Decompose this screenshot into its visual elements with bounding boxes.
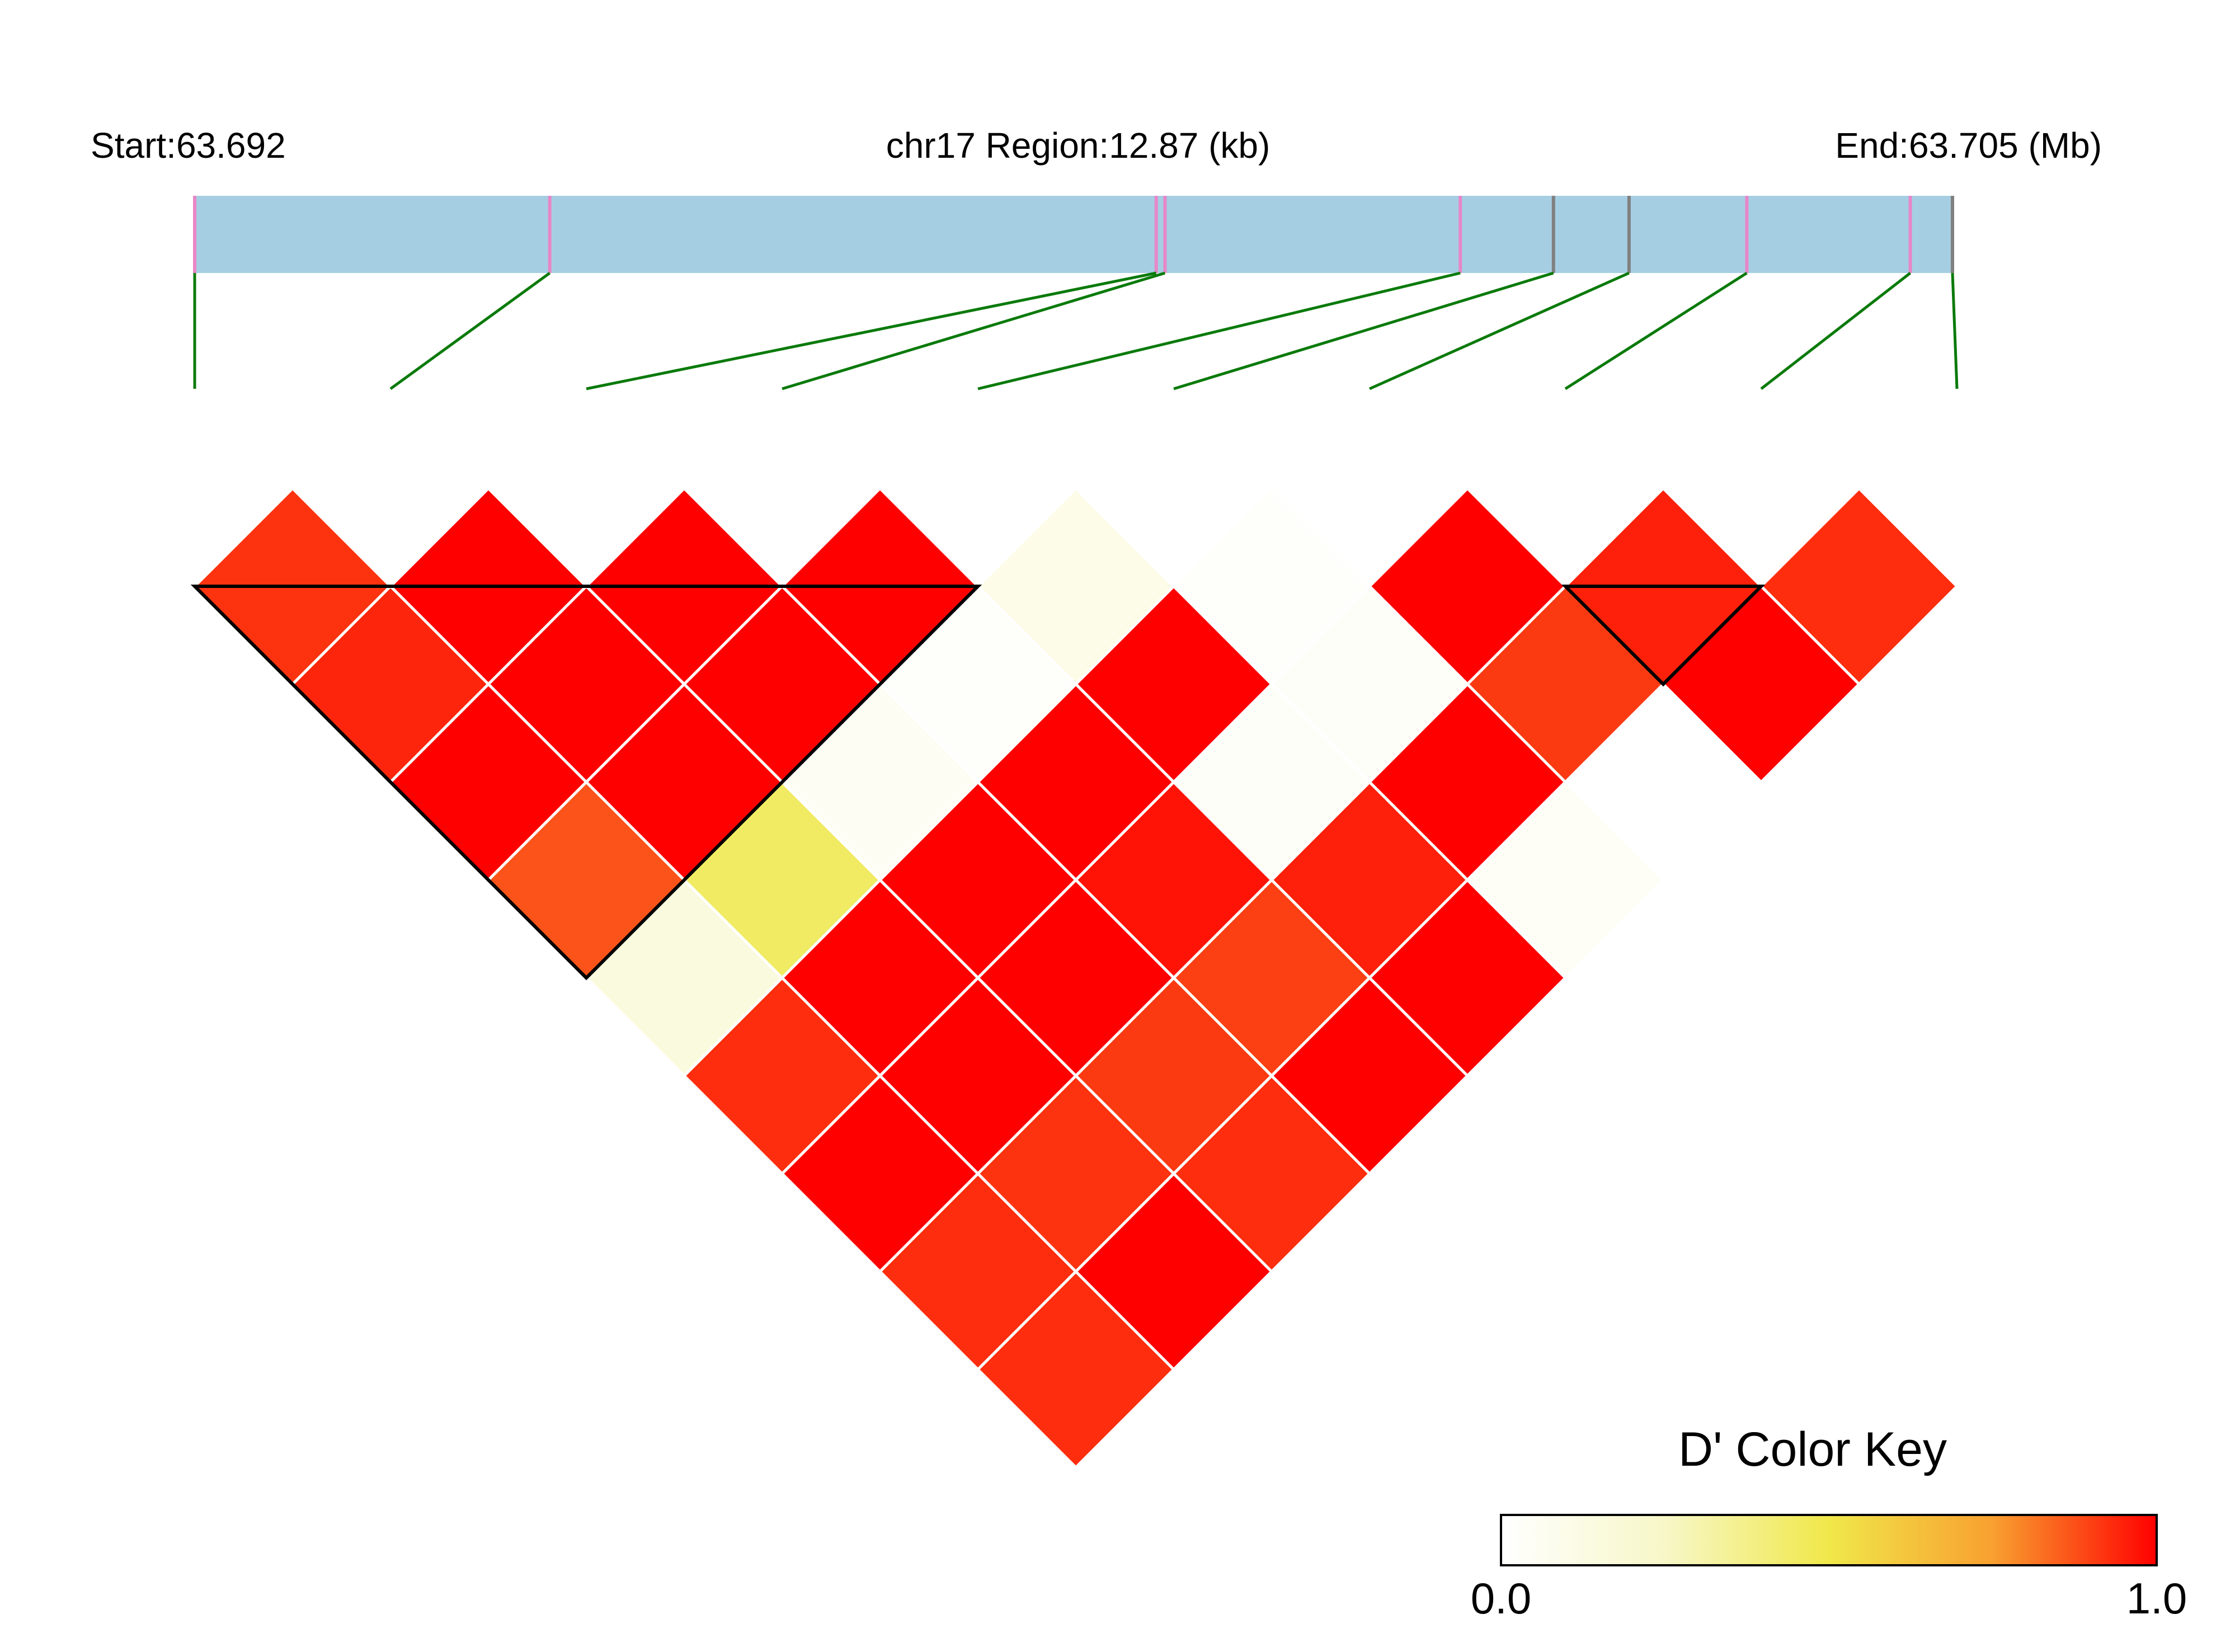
color-key-max-label: 1.0 <box>2126 1574 2187 1623</box>
snp-connector <box>782 271 1166 390</box>
chromosome-bar <box>195 196 1952 273</box>
snp-connector <box>1564 271 1748 390</box>
chromosome-track <box>193 196 1954 273</box>
color-key-bar <box>1500 1514 2158 1566</box>
start-position-label: Start:63.692 <box>91 125 286 166</box>
snp-connector <box>1951 272 1959 389</box>
ld-cells <box>192 486 1959 1470</box>
snp-connector <box>1760 272 1912 390</box>
color-key <box>1500 1514 2158 1566</box>
haplotype-block-outline <box>1561 585 1766 687</box>
ld-cell <box>976 1269 1176 1470</box>
end-position-label: End:63.705 (Mb) <box>1835 125 2102 166</box>
snp-connector <box>389 271 551 390</box>
snp-connector <box>586 271 1157 390</box>
color-key-min-label: 0.0 <box>1470 1574 1532 1623</box>
snp-connector <box>1173 271 1554 390</box>
color-key-title: D' Color Key <box>1678 1423 1947 1476</box>
snp-connector <box>1368 271 1630 390</box>
haplotype-blocks <box>190 585 1766 981</box>
snp-connectors <box>193 271 1959 390</box>
haplotype-block-outline <box>190 585 982 981</box>
region-title: chr17 Region:12.87 (kb) <box>886 125 1271 166</box>
snp-connector <box>977 271 1461 390</box>
